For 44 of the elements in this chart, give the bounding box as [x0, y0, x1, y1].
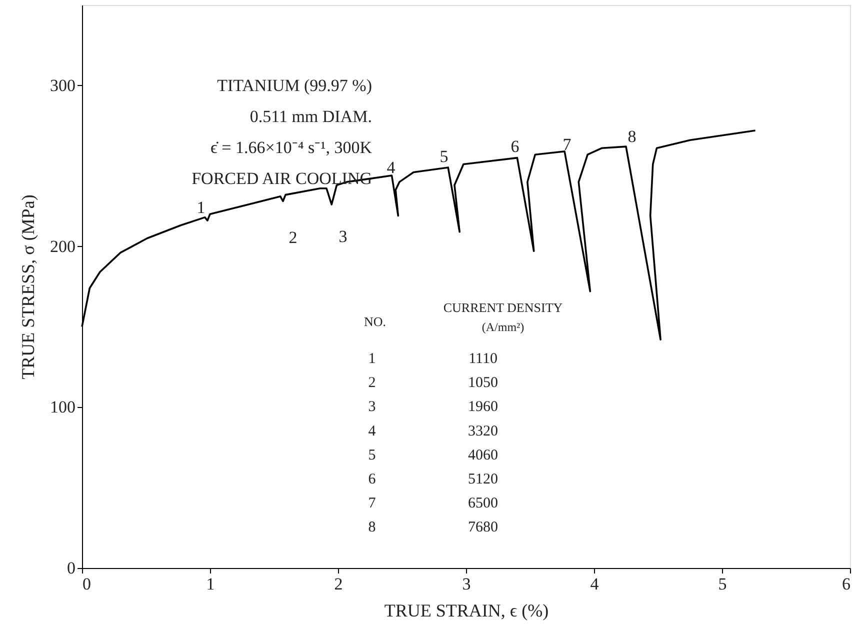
annotation: 6 [368, 472, 376, 488]
annotation: (A/mm²) [482, 320, 524, 334]
annotation: 1960 [468, 399, 498, 416]
annotation: 6 [510, 137, 520, 156]
annotation: 1050 [468, 375, 498, 392]
annotation: 7 [368, 496, 376, 512]
annotation: 1110 [468, 351, 498, 367]
annotation: 2 [368, 375, 376, 392]
x-tick-label: 2 [334, 574, 343, 594]
x-tick-label: 6 [842, 574, 850, 594]
x-tick-label: 1 [206, 574, 215, 594]
annotation: 3 [368, 399, 376, 416]
annotation: 7 [562, 135, 572, 154]
annotation: 4 [386, 158, 396, 177]
y-tick-label: 0 [67, 558, 76, 578]
annotation: 1 [196, 198, 206, 217]
annotation: 6500 [468, 496, 498, 512]
x-axis-title: TRUE STRAIN, ϵ (%) [384, 600, 549, 620]
annotation: 2 [288, 228, 298, 247]
annotation: CURRENT DENSITY [443, 300, 564, 315]
annotation: 7680 [468, 520, 498, 536]
annotation: 0.511 mm DIAM. [250, 107, 372, 126]
annotation: TITANIUM (99.97 %) [217, 76, 372, 95]
annotation: FORCED AIR COOLING [192, 169, 372, 188]
annotation: 4 [368, 423, 376, 440]
y-tick-label: 100 [50, 398, 76, 417]
annotation: 8 [628, 127, 636, 146]
annotation: 8 [368, 520, 376, 536]
x-tick-label: 4 [590, 574, 600, 594]
x-tick-label: 5 [718, 574, 727, 594]
y-tick-label: 200 [50, 236, 76, 256]
annotation: 4060 [468, 447, 498, 464]
y-tick-label: 300 [50, 76, 76, 95]
x-tick-label: 3 [462, 574, 471, 594]
annotation: 5120 [468, 472, 498, 488]
annotation: 5 [440, 147, 448, 166]
y-axis-title: TRUE STRESS, σ (MPa) [18, 194, 38, 380]
x-tick-label: 0 [82, 574, 91, 594]
annotation: 3 [338, 227, 348, 246]
annotation: ϵ̇ = 1.66×10⁻⁴ s⁻¹, 300K [210, 138, 373, 157]
annotation: 3320 [468, 423, 498, 440]
annotation: NO. [364, 314, 386, 329]
annotation: 5 [368, 447, 376, 464]
annotation: 1 [368, 351, 376, 367]
